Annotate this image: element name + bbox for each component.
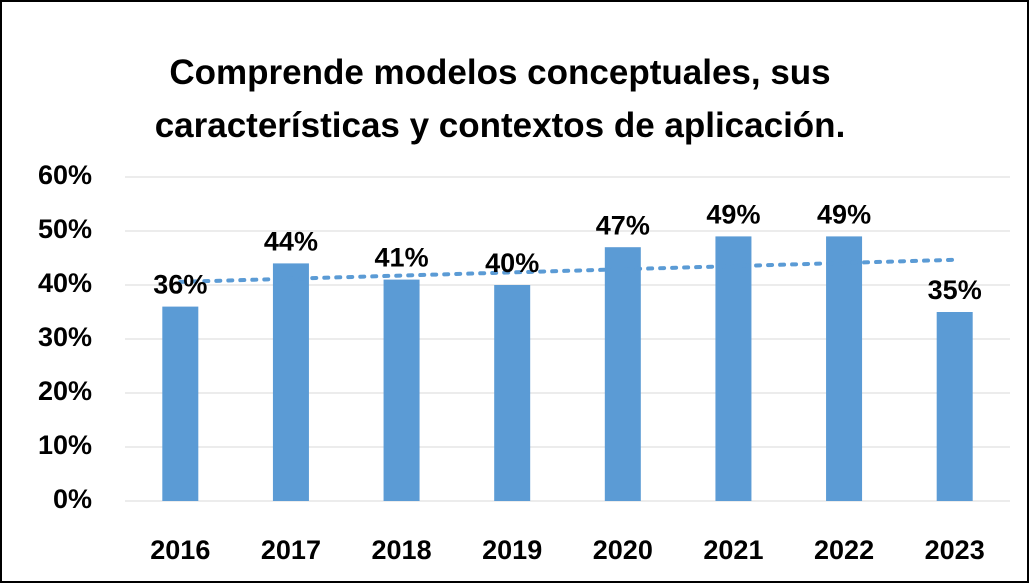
trendline <box>178 257 957 284</box>
y-tick-label: 40% <box>38 268 92 298</box>
bar <box>604 247 641 501</box>
x-tick-label: 2020 <box>593 535 653 565</box>
x-tick-label: 2019 <box>482 535 542 565</box>
data-label: 36% <box>153 270 207 300</box>
bar <box>272 263 309 501</box>
bar <box>383 279 420 501</box>
x-tick-label: 2018 <box>372 535 432 565</box>
bar <box>826 236 863 501</box>
chart-title: Comprende modelos conceptuales, sus carac… <box>155 53 846 145</box>
x-tick-label: 2017 <box>261 535 321 565</box>
data-label: 44% <box>264 227 318 257</box>
y-tick-label: 20% <box>38 376 92 406</box>
bar <box>494 285 531 501</box>
x-tick-label: 2021 <box>703 535 763 565</box>
data-label: 41% <box>375 243 429 273</box>
data-label: 49% <box>706 200 760 230</box>
x-tick-label: 2016 <box>150 535 210 565</box>
y-tick-label: 50% <box>38 214 92 244</box>
y-tick-label: 60% <box>38 160 92 190</box>
data-label: 49% <box>817 200 871 230</box>
y-tick-label: 10% <box>38 430 92 460</box>
data-label: 35% <box>928 275 982 305</box>
bar <box>715 236 752 501</box>
y-tick-label: 0% <box>53 484 92 514</box>
bar <box>936 312 973 501</box>
data-label: 47% <box>596 210 650 240</box>
y-tick-label: 30% <box>38 322 92 352</box>
bar <box>162 306 199 501</box>
data-label: 40% <box>485 248 539 278</box>
x-tick-label: 2022 <box>814 535 874 565</box>
x-tick-label: 2023 <box>925 535 985 565</box>
